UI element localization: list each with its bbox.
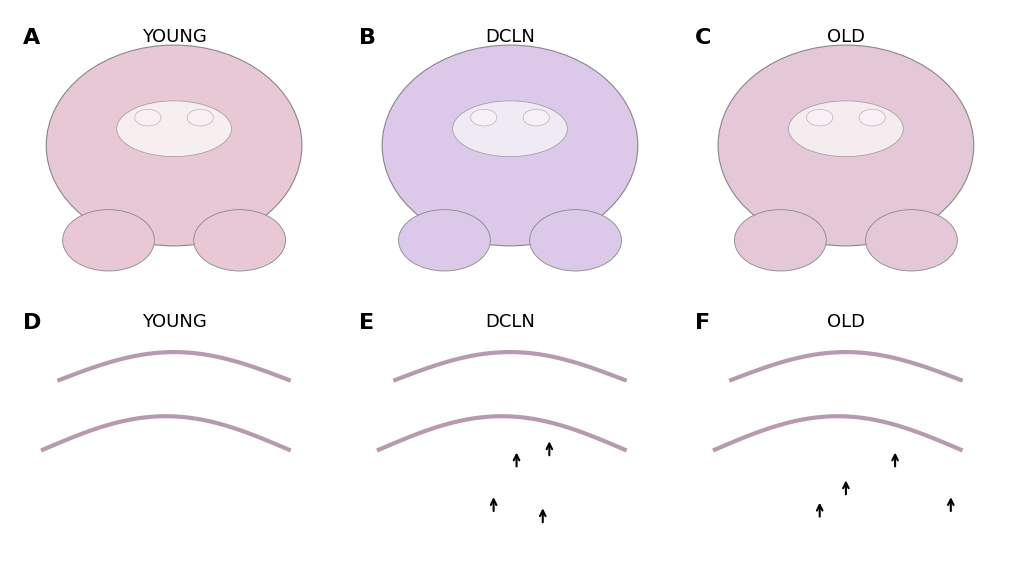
Ellipse shape	[806, 109, 832, 126]
Text: A: A	[23, 28, 41, 48]
Text: YOUNG: YOUNG	[142, 28, 206, 46]
Ellipse shape	[734, 210, 825, 271]
Text: DCLN: DCLN	[485, 28, 534, 46]
Ellipse shape	[187, 109, 213, 126]
Ellipse shape	[46, 45, 302, 246]
Ellipse shape	[865, 210, 957, 271]
Text: D: D	[23, 313, 42, 333]
Ellipse shape	[116, 101, 231, 157]
Ellipse shape	[717, 45, 973, 246]
Text: B: B	[359, 28, 376, 48]
Text: F: F	[695, 313, 709, 333]
Ellipse shape	[194, 210, 285, 271]
Ellipse shape	[382, 45, 637, 246]
Ellipse shape	[62, 210, 154, 271]
Text: OLD: OLD	[826, 28, 864, 46]
Text: E: E	[359, 313, 374, 333]
Ellipse shape	[470, 109, 496, 126]
Text: C: C	[695, 28, 711, 48]
Ellipse shape	[529, 210, 621, 271]
Ellipse shape	[788, 101, 903, 157]
Ellipse shape	[135, 109, 161, 126]
Ellipse shape	[858, 109, 884, 126]
Text: OLD: OLD	[826, 313, 864, 331]
Text: YOUNG: YOUNG	[142, 313, 206, 331]
Ellipse shape	[452, 101, 567, 157]
Text: DCLN: DCLN	[485, 313, 534, 331]
Ellipse shape	[523, 109, 549, 126]
Ellipse shape	[398, 210, 490, 271]
